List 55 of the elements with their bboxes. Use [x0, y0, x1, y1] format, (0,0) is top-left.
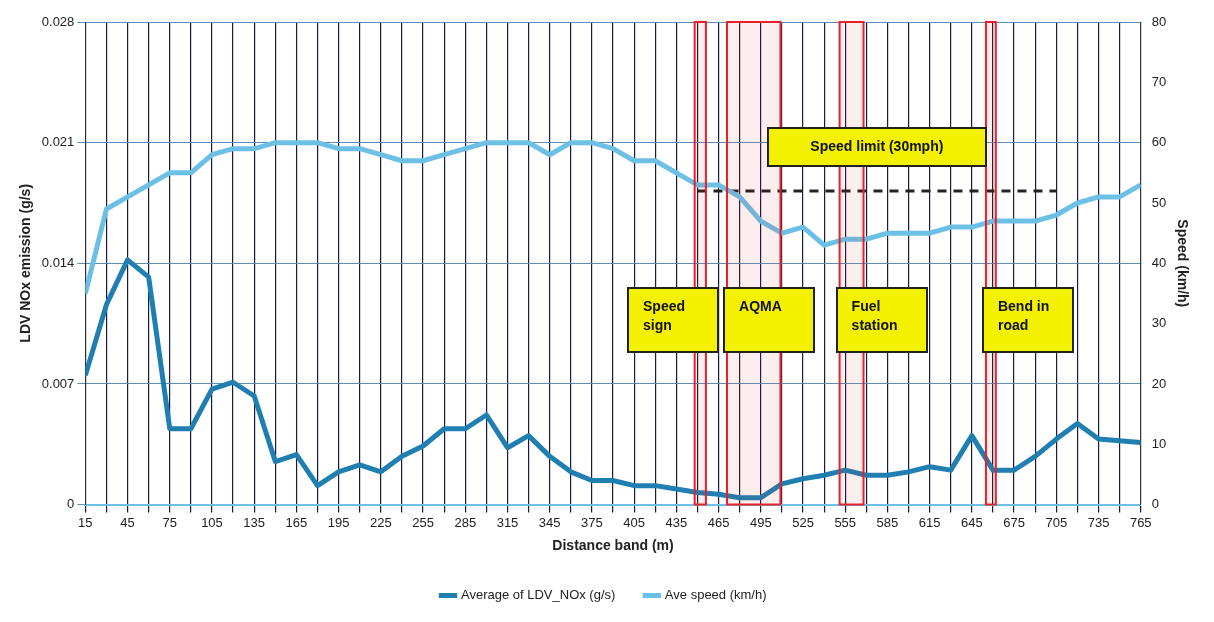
- y2-tick-label: 40: [1151, 254, 1167, 270]
- y2-tick-label: 70: [1151, 73, 1167, 89]
- x-tick-label: 285: [454, 514, 477, 530]
- x-tick-label: 135: [243, 514, 266, 530]
- x-tick-label: 705: [1045, 514, 1068, 530]
- note-box: Speed limit (30mph): [766, 126, 987, 167]
- x-axis-title: Distance band (m): [552, 537, 674, 554]
- x-tick-label: 225: [369, 514, 392, 530]
- x-tick-label: 345: [538, 514, 561, 530]
- x-tick-label: 645: [961, 514, 983, 530]
- x-tick-label: 435: [665, 514, 688, 530]
- x-tick-label: 465: [707, 514, 730, 530]
- y2-tick-label: 80: [1151, 13, 1167, 29]
- band-label: Bend in road: [997, 297, 1051, 336]
- x-tick-label: 375: [581, 514, 603, 530]
- label-box: Bend in road: [981, 287, 1074, 354]
- x-tick-label: 195: [327, 514, 350, 530]
- x-tick-label: 105: [201, 514, 223, 530]
- x-tick-label: 495: [749, 514, 772, 530]
- y2-tick-label: 20: [1151, 375, 1167, 391]
- x-tick-label: 525: [792, 514, 814, 530]
- y2-tick-label: 30: [1151, 315, 1167, 331]
- x-tick-label: 555: [834, 514, 857, 530]
- y2-tick-label: 60: [1151, 134, 1167, 150]
- x-tick-label: 585: [876, 514, 899, 530]
- y-tick-label: 0.014: [41, 254, 75, 270]
- y-tick-label: 0: [67, 496, 75, 512]
- x-tick-label: 315: [496, 514, 519, 530]
- x-tick-label: 255: [412, 514, 434, 530]
- x-tick-label: 675: [1003, 514, 1025, 530]
- y-tick-label: 0.028: [41, 13, 75, 29]
- y-tick-label: 0.007: [41, 375, 75, 391]
- x-tick-label: 735: [1087, 514, 1110, 530]
- x-tick-label: 615: [918, 514, 941, 530]
- label-box: AQMA: [723, 287, 815, 354]
- legend-label: Average of LDV_NOx (g/s): [460, 587, 616, 603]
- y2-tick-label: 50: [1151, 194, 1167, 210]
- band-label: Speed sign: [643, 297, 687, 336]
- y-axis-title: LDV NOx emission (g/s): [17, 183, 34, 343]
- x-tick-label: 75: [162, 514, 177, 530]
- x-tick-label: 405: [623, 514, 645, 530]
- x-tick-label: 765: [1129, 514, 1152, 530]
- band-label: AQMA: [739, 297, 782, 317]
- label-box: Speed sign: [627, 287, 719, 354]
- legend-label: Ave speed (km/h): [664, 587, 767, 603]
- x-tick-label: 15: [78, 514, 93, 530]
- y2-tick-label: 0: [1151, 496, 1159, 512]
- y2-axis-title: Speed (km/h): [1174, 219, 1191, 308]
- band-label: Fuel station: [851, 297, 899, 336]
- annotation: Speed limit (30mph): [810, 137, 944, 157]
- x-tick-label: 45: [120, 514, 135, 530]
- label-box: Fuel station: [835, 287, 928, 354]
- x-tick-label: 165: [285, 514, 308, 530]
- y2-tick-label: 10: [1151, 435, 1167, 451]
- y-tick-label: 0.021: [41, 134, 75, 150]
